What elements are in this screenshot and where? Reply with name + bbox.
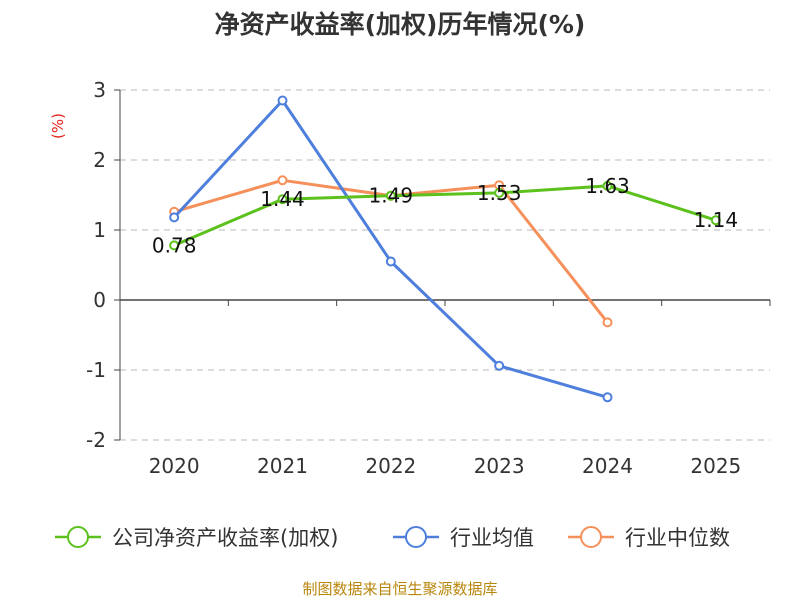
data-labels: 0.78 1.44 1.49 1.53 1.63 1.14	[152, 174, 738, 258]
x-tick-label: 2025	[690, 454, 741, 478]
data-point	[602, 180, 613, 191]
y-tick-label: -1	[86, 358, 106, 382]
source-note: 制图数据来自恒生聚源数据库	[302, 580, 497, 598]
legend-label: 行业均值	[450, 526, 534, 550]
data-point	[385, 190, 396, 201]
data-point	[602, 317, 613, 328]
data-point	[277, 175, 288, 186]
data-label: 1.63	[585, 174, 630, 198]
x-tick-label: 2021	[257, 454, 308, 478]
y-tick-label: 1	[93, 218, 106, 242]
data-label: 1.14	[694, 208, 739, 232]
data-point	[602, 392, 613, 403]
data-label: 1.49	[369, 184, 414, 208]
y-tick-label: 3	[93, 78, 106, 102]
series-line	[173, 184, 717, 247]
data-point	[277, 95, 288, 106]
data-label: 1.44	[260, 187, 305, 211]
data-point	[169, 240, 180, 251]
legend: 公司净资产收益率(加权) 行业均值 行业中位数	[55, 526, 730, 550]
x-tick-label: 2022	[365, 454, 416, 478]
data-point	[169, 212, 180, 223]
legend-marker	[405, 526, 427, 548]
y-tick-label: 0	[93, 288, 106, 312]
data-point	[494, 187, 505, 198]
data-point	[385, 256, 396, 267]
data-point	[494, 360, 505, 371]
y-axis-ticks: 3 2 1 0 -1 -2	[86, 78, 120, 452]
x-axis-ticks: 2020 2021 2022 2023 2024 2025	[119, 300, 771, 478]
data-point	[277, 194, 288, 205]
data-point	[710, 215, 721, 226]
x-tick-label: 2024	[582, 454, 633, 478]
x-tick-label: 2020	[149, 454, 200, 478]
gridlines	[120, 89, 770, 441]
legend-label: 行业中位数	[625, 526, 730, 550]
y-axis-unit: (%)	[49, 113, 67, 139]
data-label: 0.78	[152, 233, 197, 257]
y-tick-label: -2	[86, 428, 106, 452]
legend-marker	[580, 526, 602, 548]
y-tick-label: 2	[93, 148, 106, 172]
series-line	[173, 99, 608, 399]
chart-title: 净资产收益率(加权)历年情况(%)	[215, 10, 586, 39]
x-tick-label: 2023	[474, 454, 525, 478]
series-lines	[169, 95, 721, 403]
legend-marker	[67, 526, 89, 548]
data-label: 1.53	[477, 181, 522, 205]
legend-label: 公司净资产收益率(加权)	[112, 526, 338, 550]
